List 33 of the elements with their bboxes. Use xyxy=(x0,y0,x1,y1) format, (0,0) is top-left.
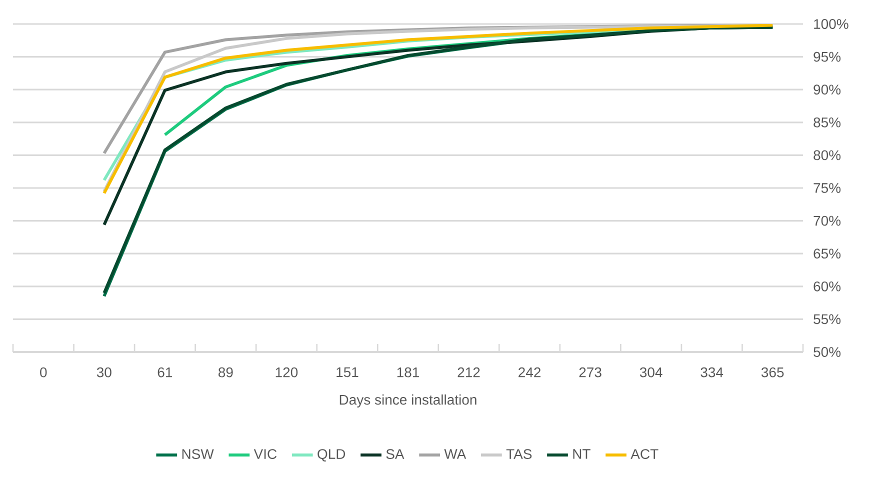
x-tick-label: 120 xyxy=(276,367,298,378)
y-tick-label: 75% xyxy=(814,183,841,193)
x-tick-label: 242 xyxy=(518,367,540,378)
legend-label: NT xyxy=(573,449,590,459)
y-tick-label: 80% xyxy=(814,150,841,160)
x-axis-title: Days since installation xyxy=(340,394,476,408)
y-tick-label: 85% xyxy=(814,117,841,128)
y-tick-label: 70% xyxy=(814,216,841,226)
x-tick-label: 0 xyxy=(40,367,47,378)
x-tick-label: 89 xyxy=(218,367,233,378)
x-tick-label: 304 xyxy=(640,367,662,378)
y-tick-label: 100% xyxy=(814,19,848,29)
legend-label: NSW xyxy=(182,449,214,460)
y-tick-label: 55% xyxy=(814,314,841,324)
x-tick-label: 273 xyxy=(579,367,602,378)
x-tick-label: 61 xyxy=(158,367,172,378)
x-tick-label: 30 xyxy=(96,367,112,378)
y-tick-label: 65% xyxy=(814,248,841,259)
legend-label: QLD xyxy=(318,449,346,462)
legend-label: WA xyxy=(444,449,466,459)
x-tick-label: 181 xyxy=(397,367,419,378)
legend-label: TAS xyxy=(506,449,532,460)
y-tick-label: 90% xyxy=(814,84,841,95)
legend-label: SA xyxy=(386,449,404,460)
legend-label: ACT xyxy=(630,449,658,460)
x-tick-label: 365 xyxy=(761,367,784,378)
y-tick-label: 50% xyxy=(814,347,841,357)
x-tick-label: 334 xyxy=(700,367,724,378)
y-tick-label: 95% xyxy=(814,52,841,62)
x-tick-label: 212 xyxy=(458,367,480,378)
legend-label: VIC xyxy=(254,449,277,460)
x-tick-label: 151 xyxy=(336,367,358,378)
y-tick-label: 60% xyxy=(814,281,841,292)
